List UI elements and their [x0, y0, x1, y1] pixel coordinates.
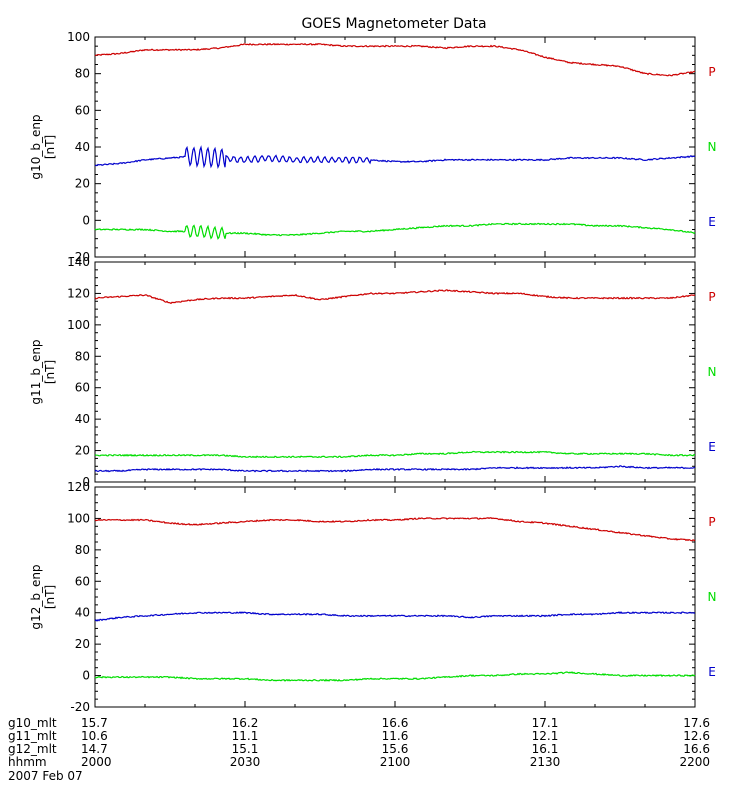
legend-label-P: P [708, 290, 715, 304]
series-line-P [94, 517, 696, 542]
panel-frame [94, 36, 696, 258]
series-line-E [94, 222, 696, 240]
time-tick-label: 15.1 [232, 742, 259, 756]
time-tick-label: 12.6 [683, 729, 710, 743]
y-axis-label: g10_b_enp [29, 114, 43, 179]
legend-label-E: E [708, 215, 716, 229]
time-tick-label: 10.6 [81, 729, 108, 743]
legend-label-P: P [708, 65, 715, 79]
y-axis-unit: [nT] [43, 585, 57, 609]
y-tick-label: 0 [82, 475, 90, 489]
time-tick-label: 16.6 [683, 742, 710, 756]
y-tick-label: 80 [75, 67, 90, 81]
time-tick-label: 16.1 [532, 742, 559, 756]
time-tick-label: 2030 [230, 755, 261, 769]
time-tick-label: 15.7 [81, 716, 108, 730]
y-tick-label: 40 [75, 606, 90, 620]
y-tick-label: 100 [67, 511, 90, 525]
y-tick-label: 20 [75, 637, 90, 651]
panel-frame [94, 261, 696, 483]
y-tick-label: 60 [75, 103, 90, 117]
time-tick-label: 17.6 [683, 716, 710, 730]
time-tick-label: 17.1 [532, 716, 559, 730]
time-tick-label: 11.6 [382, 729, 409, 743]
panel-1: -20 0 20 40 60 80 100 g10_b_enp [nT] P N E [29, 30, 716, 264]
y-tick-label: 80 [75, 543, 90, 557]
y-tick-label: 40 [75, 140, 90, 154]
time-tick-label: 12.1 [532, 729, 559, 743]
time-tick-label: 11.1 [232, 729, 259, 743]
legend-label-N: N [708, 140, 717, 154]
y-tick-label: 0 [82, 213, 90, 227]
y-tick-label: 120 [67, 286, 90, 300]
y-tick-label: 100 [67, 318, 90, 332]
y-tick-label: 100 [67, 30, 90, 44]
y-tick-label: 60 [75, 381, 90, 395]
time-row-label: hhmm [8, 755, 47, 769]
time-tick-label: 2200 [679, 755, 710, 769]
panel-2: 0 20 40 60 80 100 120 140 g11_b_enp [nT] P N E [29, 255, 716, 489]
time-tick-label: 2000 [81, 755, 112, 769]
time-tick-label: 2100 [380, 755, 411, 769]
y-axis-unit: [nT] [43, 360, 57, 384]
panel-3: -20 0 20 40 60 80 100 120 g12_b_enp [nT] P N E [29, 480, 716, 714]
time-tick-label: 15.6 [382, 742, 409, 756]
y-tick-label: -20 [70, 250, 90, 264]
series-line-N [94, 465, 696, 473]
time-tick-label: 2130 [530, 755, 561, 769]
y-tick-label: 40 [75, 412, 90, 426]
y-tick-label: 0 [82, 669, 90, 683]
y-tick-label: 80 [75, 349, 90, 363]
legend-label-E: E [708, 665, 716, 679]
legend-label-P: P [708, 515, 715, 529]
date-label: 2007 Feb 07 [8, 769, 83, 783]
y-tick-label: 20 [75, 177, 90, 191]
time-row-label: g12_mlt [8, 742, 57, 756]
y-axis-label: g12_b_enp [29, 564, 43, 629]
time-tick-label: 14.7 [81, 742, 108, 756]
time-row-label: g11_mlt [8, 729, 57, 743]
time-row-label: g10_mlt [8, 716, 57, 730]
series-line-N [94, 611, 696, 622]
series-line-E [94, 450, 696, 459]
time-tick-label: 16.2 [232, 716, 259, 730]
chart-title: GOES Magnetometer Data [301, 16, 486, 32]
y-tick-label: -20 [70, 700, 90, 714]
y-tick-label: 20 [75, 444, 90, 458]
series-line-P [94, 42, 696, 77]
y-axis-label: g11_b_enp [29, 339, 43, 404]
time-tick-label: 16.6 [382, 716, 409, 730]
y-tick-label: 60 [75, 574, 90, 588]
series-line-N [94, 145, 696, 169]
legend-label-E: E [708, 440, 716, 454]
legend-label-N: N [708, 590, 717, 604]
series-line-P [94, 289, 696, 305]
y-axis-unit: [nT] [43, 135, 57, 159]
y-tick-label: 140 [67, 255, 90, 269]
y-tick-label: 120 [67, 480, 90, 494]
legend-label-N: N [708, 365, 717, 379]
series-line-E [94, 671, 696, 682]
